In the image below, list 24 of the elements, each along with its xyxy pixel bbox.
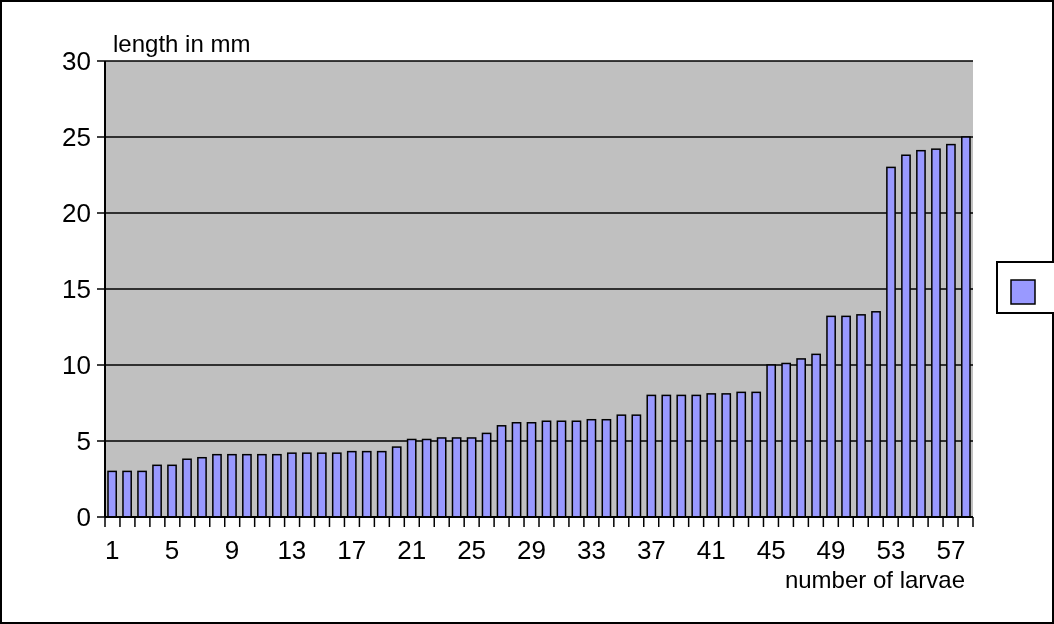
x-tick-label: 25 [457, 535, 487, 565]
x-tick-label: 21 [397, 535, 427, 565]
x-tick-label: 29 [517, 535, 546, 565]
x-tick-label: 33 [576, 535, 606, 565]
x-tick-label: 57 [936, 535, 966, 565]
y-tick-label: 15 [62, 274, 91, 305]
x-tick-label: 9 [224, 535, 240, 565]
x-tick-label: 41 [696, 535, 726, 565]
y-tick-label: 25 [62, 122, 91, 153]
y-tick-label: 30 [62, 46, 91, 77]
x-tick-label: 5 [164, 535, 180, 565]
x-tick-label: 45 [756, 535, 786, 565]
x-tick-label: 53 [876, 535, 906, 565]
x-tick-label: 13 [277, 535, 307, 565]
y-tick-label: 10 [62, 350, 91, 381]
x-tick-label: 37 [636, 535, 666, 565]
x-tick-label: 49 [816, 535, 846, 565]
y-tick-label: 5 [76, 426, 91, 457]
y-tick-label: 0 [76, 502, 91, 533]
x-tick-label: 17 [337, 535, 367, 565]
y-axis-title: length in mm [113, 30, 251, 57]
x-axis-title: number of larvae [784, 566, 965, 593]
y-tick-label: 20 [62, 198, 91, 229]
x-tick-label: 1 [104, 535, 120, 565]
